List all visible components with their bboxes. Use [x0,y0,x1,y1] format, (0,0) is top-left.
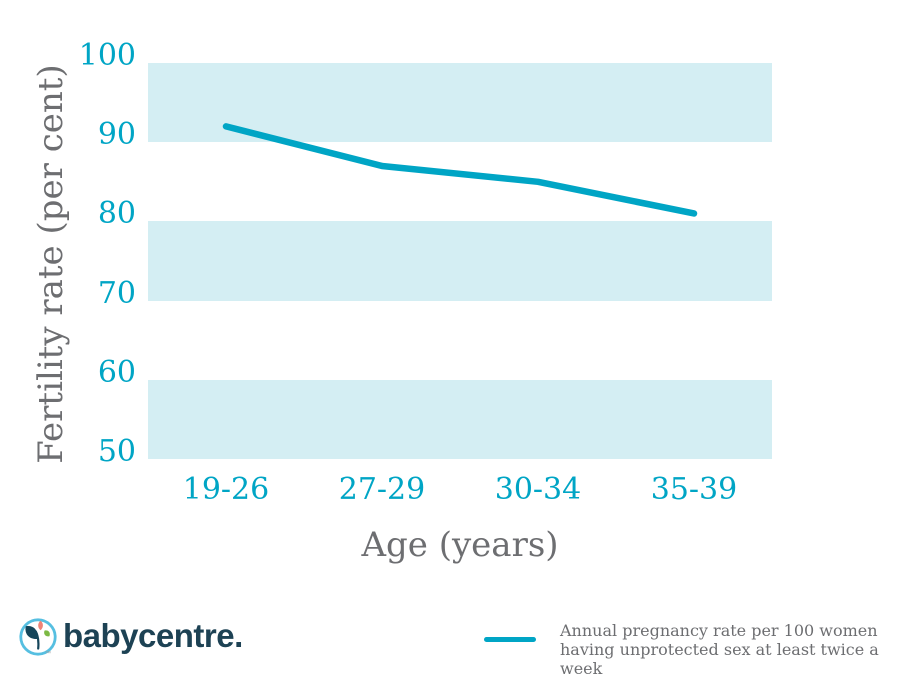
chart-legend: Annual pregnancy rate per 100 women havi… [484,621,905,678]
y-tick-label: 60 [97,354,136,390]
plot-area [148,63,772,459]
x-tick-label: 27-29 [338,472,426,507]
plot-band [148,221,772,301]
trademark-symbol: ™ [45,651,51,657]
x-axis-title: Age (years) [361,525,559,565]
legend-line-swatch [484,637,536,642]
logo-period: . [234,617,243,654]
y-axis-title: Fertility rate (per cent) [31,64,71,464]
legend-label: Annual pregnancy rate per 100 women havi… [560,621,905,678]
footer: ™ babycentre. Annual pregnancy rate per … [0,615,923,685]
y-tick-label: 80 [97,196,136,232]
y-tick-label: 70 [97,275,136,311]
plot-band [148,379,772,459]
legend-label-line2: having unprotected sex at least twice a … [560,640,879,678]
data-line-svg [222,123,698,217]
y-tick-label: 100 [78,38,136,73]
babycentre-logo: ™ babycentre. [18,615,243,657]
logo-wordmark: babycentre. [63,617,243,654]
x-tick-label: 19-26 [182,472,270,507]
plot-band [148,63,772,143]
y-tick-label: 90 [97,117,136,153]
sprout-logo-icon [19,618,57,656]
x-tick-label: 35-39 [650,472,738,507]
legend-label-line1: Annual pregnancy rate per 100 women [560,621,878,640]
x-tick-label: 30-34 [494,472,582,507]
y-tick-label: 50 [97,434,136,469]
pregnancy-rate-line [222,123,698,217]
